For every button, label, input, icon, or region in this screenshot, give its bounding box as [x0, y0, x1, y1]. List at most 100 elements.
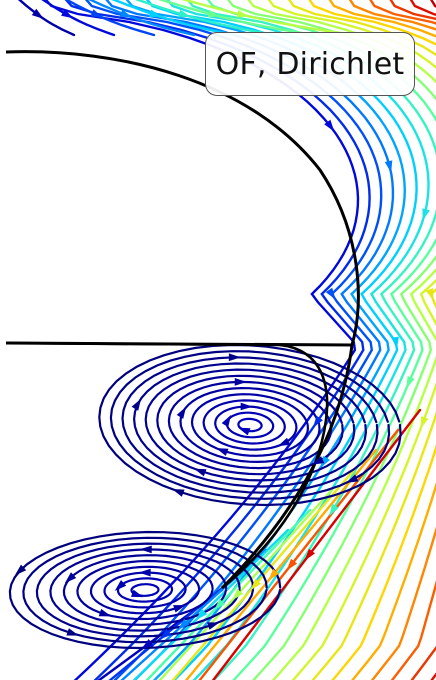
lower-vortex-streamlines	[8, 530, 282, 650]
outer-streamline	[308, 0, 436, 680]
upper-vortex-arrow	[172, 489, 185, 497]
upper-vortex-arrow	[234, 378, 247, 386]
wake-arrow	[159, 628, 172, 640]
upper-vortex-arrow	[346, 474, 359, 483]
upper-vortex-arrow	[221, 414, 232, 428]
legend-box: OF, Dirichlet	[205, 32, 415, 96]
wake-arrow	[196, 608, 208, 620]
lower-vortex-arrow	[14, 564, 27, 576]
inflow-arrow	[236, 10, 250, 18]
upper-vortex-ring	[225, 411, 275, 439]
lower-vortex-ring	[116, 577, 174, 603]
upper-vortex-ring	[202, 399, 298, 451]
cylinder-lower-boundary-curve	[220, 344, 354, 590]
outer-streamline	[267, 0, 436, 680]
inflow-arrow	[31, 8, 44, 19]
inflow-arrow	[148, 9, 162, 17]
outer-streamline	[105, 0, 395, 680]
lower-vortex-ring	[35, 542, 255, 638]
outer-flow-arrow	[324, 119, 335, 132]
upper-vortex-arrow	[131, 398, 142, 411]
upper-vortex-ring	[214, 405, 286, 445]
upper-vortex-ring	[109, 350, 391, 500]
upper-vortex-ring	[167, 380, 333, 470]
upper-vortex-arrow	[194, 468, 207, 477]
lower-vortex-arrow	[64, 572, 77, 584]
inflow-arrow	[207, 9, 220, 18]
outer-flow-arrow	[325, 287, 336, 300]
upper-vortex-ring	[179, 386, 321, 464]
lower-vortex-ring	[103, 571, 187, 609]
outer-streamline	[328, 0, 436, 680]
outer-streamline	[287, 0, 436, 680]
lower-vortex-ring	[76, 559, 214, 621]
upper-vortex-arrow	[238, 427, 251, 436]
lower-vortex-arrow	[207, 622, 220, 630]
outer-streamline	[84, 0, 383, 680]
body-boundary	[5, 50, 360, 590]
lower-vortex-arrow	[139, 545, 152, 554]
inflow-arrow	[61, 9, 74, 19]
wake-arrow	[177, 618, 190, 630]
lower-vortex-arrow	[138, 568, 151, 577]
wake-arrow	[304, 548, 315, 561]
outer-flow-arrow	[391, 336, 399, 349]
inflow-streamline	[158, 0, 316, 37]
upper-vortex-ring	[132, 362, 368, 488]
outer-flow-arrow	[320, 455, 330, 468]
outer-flow-arrow	[312, 415, 323, 428]
inflow-streamline	[41, 0, 116, 37]
outer-streamlines	[17, 0, 436, 680]
lower-vortex-arrow	[173, 605, 186, 613]
outer-streamline	[206, 0, 436, 680]
outer-flow-arrow	[384, 160, 393, 173]
lower-vortex-ring	[89, 565, 201, 615]
inflow-streamline	[181, 0, 356, 37]
outer-flow-arrow	[406, 376, 415, 389]
wake-arrow	[141, 639, 154, 650]
upper-vortex-ring	[156, 374, 344, 476]
streamline-arrows	[14, 8, 434, 650]
wake-arrow	[286, 558, 298, 571]
outer-streamline	[64, 0, 371, 680]
lower-vortex-ring	[62, 554, 228, 626]
lower-vortex-arrow	[66, 628, 79, 636]
lower-vortex-ring	[22, 536, 268, 644]
upper-vortex-arrow	[277, 437, 291, 447]
outer-flow-arrow	[425, 288, 434, 301]
upper-vortex-arrow	[311, 456, 325, 465]
outer-flow-arrow	[329, 503, 339, 516]
outer-streamline	[44, 0, 360, 680]
wake-arrow	[268, 568, 280, 581]
lower-vortex-ring	[130, 583, 160, 597]
cylinder-boundary-curve	[5, 50, 360, 347]
outer-streamline	[247, 0, 436, 680]
inflow-streamline	[64, 0, 156, 37]
upper-vortex-arrow	[228, 353, 241, 362]
lower-vortex-ring	[49, 548, 241, 632]
lower-vortex-arrow	[131, 589, 144, 598]
wake-arrow	[214, 598, 226, 611]
legend-label: OF, Dirichlet	[215, 46, 405, 82]
upper-vortex-arrow	[216, 448, 229, 456]
upper-vortex-ring	[121, 356, 379, 494]
upper-vortex-arrow	[176, 406, 187, 419]
outer-streamline	[227, 0, 436, 680]
wake-arrow	[250, 578, 262, 591]
lower-vortex-arrow	[98, 608, 112, 617]
inflow-arrow	[178, 9, 191, 18]
lower-vortex-ring	[8, 530, 282, 650]
lower-vortex-arrow	[114, 580, 127, 591]
upper-vortex-arrow	[240, 402, 253, 411]
wake-arrow	[232, 588, 244, 601]
inner-wall-curve	[5, 341, 329, 590]
outer-flow-arrow	[422, 208, 430, 221]
outer-streamline	[348, 0, 436, 680]
outer-flow-arrow	[420, 416, 429, 429]
inflow-streamline	[88, 0, 196, 37]
inflow-streamline	[134, 0, 276, 37]
upper-vortex-ring	[237, 417, 263, 433]
outer-streamline	[166, 0, 430, 680]
upper-vortex-streamlines	[98, 343, 402, 507]
